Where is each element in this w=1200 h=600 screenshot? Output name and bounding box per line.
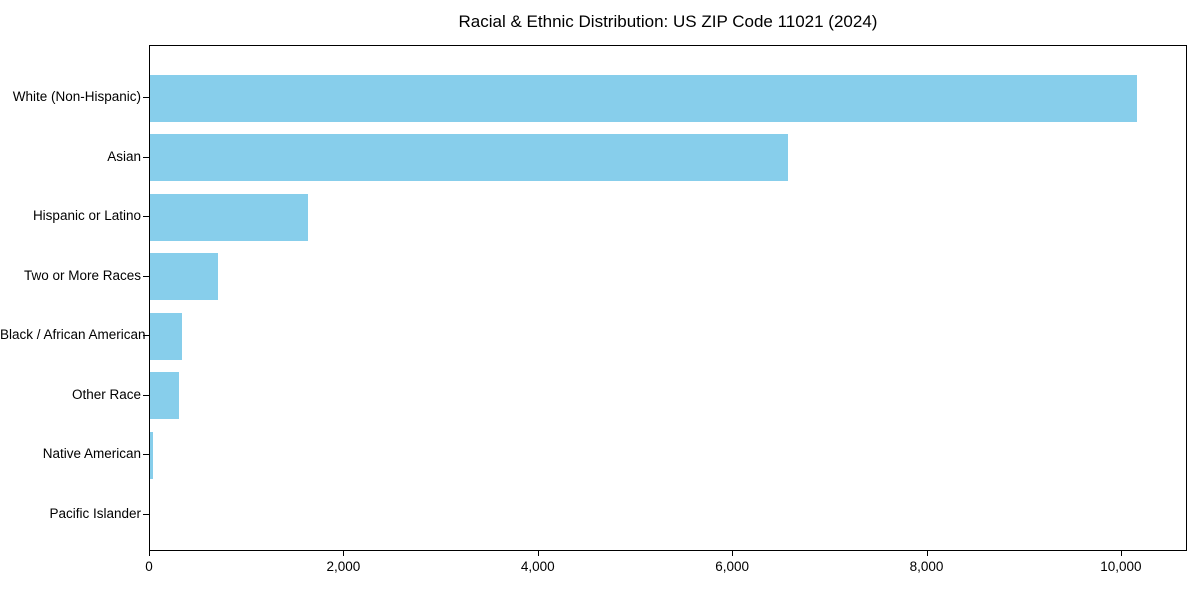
bar <box>150 312 183 360</box>
x-tick-mark <box>149 551 150 556</box>
bar <box>150 253 218 301</box>
category-label: Other Race <box>71 386 141 402</box>
bar <box>150 372 180 420</box>
x-tick-label: 2,000 <box>326 559 361 574</box>
x-tick-label: 6,000 <box>715 559 749 574</box>
category-label: Black / African American <box>0 327 146 343</box>
x-tick-mark <box>732 551 734 556</box>
x-tick-mark <box>537 551 539 556</box>
chart-title: Racial & Ethnic Distribution: US ZIP Cod… <box>458 12 878 31</box>
plot-area <box>149 45 1187 551</box>
x-tick-label: 0 <box>145 559 153 574</box>
x-tick-label: 10,000 <box>1100 559 1142 574</box>
category-label: Pacific Islander <box>49 505 141 521</box>
category-label: White (Non-Hispanic) <box>12 89 141 104</box>
category-label: Native American <box>42 446 141 462</box>
x-tick-mark <box>1120 551 1122 556</box>
category-label: Hispanic or Latino <box>32 208 141 224</box>
category-label: Asian <box>107 148 141 164</box>
bar <box>150 134 788 182</box>
x-tick-mark <box>926 551 928 556</box>
category-label: Two or More Races <box>23 267 141 283</box>
x-tick-mark <box>343 551 345 556</box>
x-tick-label: 8,000 <box>909 559 944 574</box>
bar <box>150 74 1137 122</box>
x-tick-label: 4,000 <box>520 559 555 574</box>
bar <box>150 193 309 241</box>
bar <box>150 431 153 479</box>
